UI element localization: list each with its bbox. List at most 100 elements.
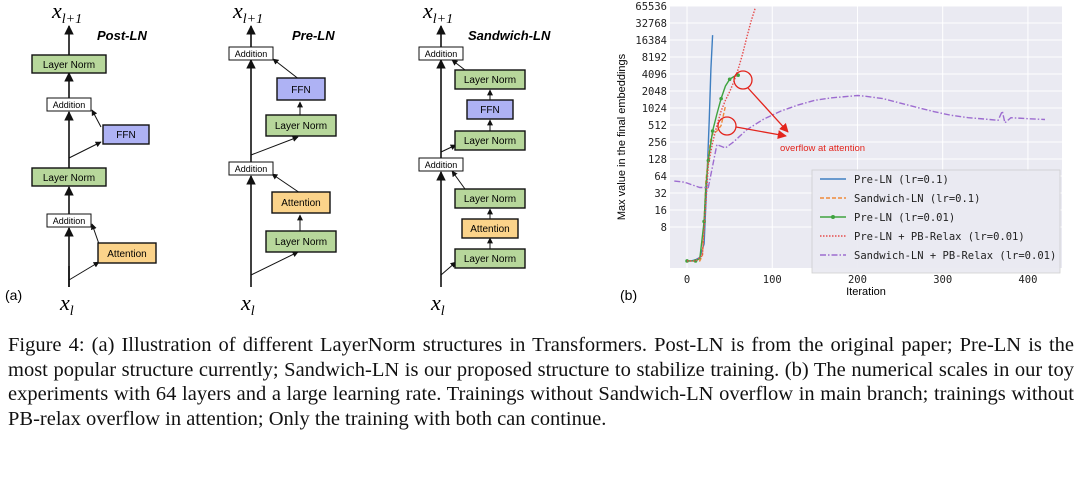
legend-label-0: Pre-LN (lr=0.1)	[854, 174, 949, 186]
y-tick-label: 4096	[642, 69, 667, 81]
svg-text:Layer Norm: Layer Norm	[43, 173, 95, 184]
x-tick-label: 300	[933, 274, 952, 286]
svg-text:Attention: Attention	[470, 224, 509, 235]
overflow-label: overflow at attention	[780, 143, 865, 154]
pre-ln-layer-norm-attention	[265, 230, 337, 253]
overflow-annotation: overflow at attention	[717, 70, 865, 154]
x-axis-label: Iteration	[846, 286, 886, 298]
x-tick-label: 100	[763, 274, 782, 286]
x-tick-label: 400	[1018, 274, 1037, 286]
series-point-2	[719, 96, 723, 101]
panel-a: (a) Post-LN xl+1 xl Layer Norm Addition …	[5, 0, 551, 319]
legend-label-2: Pre-LN (lr=0.01)	[854, 212, 955, 224]
sandwich-ln-output-label: xl+1	[422, 0, 453, 27]
sandwich-ln-title: Sandwich-LN	[468, 28, 551, 43]
y-tick-label: 128	[648, 154, 667, 166]
legend-label-4: Sandwich-LN + PB-Relax (lr=0.01)	[854, 250, 1056, 262]
svg-text:Attention: Attention	[107, 249, 146, 260]
svg-text:Layer Norm: Layer Norm	[464, 75, 516, 86]
x-tick-label: 200	[848, 274, 867, 286]
svg-text:Layer Norm: Layer Norm	[275, 237, 327, 248]
sandwich-ln-addition-top	[418, 46, 464, 61]
x-tick-label: 0	[684, 274, 690, 286]
svg-text:FFN: FFN	[116, 130, 135, 141]
post-ln-layer-norm-mid	[31, 167, 107, 187]
sandwich-ln-layer-norm-post-ffn	[454, 69, 526, 90]
post-ln-title: Post-LN	[97, 28, 147, 43]
sandwich-ln-layer-norm-pre-attention	[454, 248, 526, 269]
post-ln-attention	[97, 242, 157, 264]
y-tick-label: 65536	[635, 1, 667, 13]
y-tick-label: 64	[654, 171, 667, 183]
y-tick-label: 2048	[642, 86, 667, 98]
x-tick-labels: 0 100 200 300 400	[684, 274, 1038, 286]
plot-series	[674, 7, 1046, 263]
series-point-2	[736, 73, 740, 77]
pre-ln-addition-mid	[228, 161, 274, 176]
overflow-circle-lower	[717, 116, 737, 136]
y-tick-label: 256	[648, 137, 667, 149]
sandwich-ln-addition-mid	[418, 157, 464, 172]
post-ln-input-label: xl	[59, 290, 74, 319]
post-ln-diagram: Post-LN xl+1 xl Layer Norm Addition FFN …	[31, 0, 157, 319]
pre-ln-title: Pre-LN	[292, 28, 335, 43]
sandwich-ln-layer-norm-post-attention	[454, 188, 526, 209]
svg-text:Addition: Addition	[235, 49, 268, 59]
post-ln-addition-bottom	[46, 213, 92, 228]
svg-text:Layer Norm: Layer Norm	[464, 194, 516, 205]
svg-text:Layer Norm: Layer Norm	[464, 136, 516, 147]
svg-text:FFN: FFN	[291, 85, 310, 96]
pre-ln-input-label: xl	[240, 290, 255, 319]
svg-text:FFN: FFN	[480, 105, 499, 116]
pre-ln-diagram: Pre-LN xl+1 xl Addition FFN Layer Norm A…	[228, 0, 337, 319]
svg-text:Layer Norm: Layer Norm	[43, 60, 95, 71]
figure-caption: Figure 4: (a) Illustration of different …	[8, 334, 1074, 430]
pre-ln-output-label: xl+1	[232, 0, 263, 27]
legend-label-1: Sandwich-LN (lr=0.1)	[854, 193, 980, 205]
series-line-4	[674, 94, 1046, 189]
sandwich-ln-input-label: xl	[430, 290, 445, 319]
series-line-3	[687, 7, 756, 262]
pre-ln-layer-norm-ffn	[265, 114, 337, 137]
svg-text:Attention: Attention	[281, 198, 320, 209]
post-ln-output-label: xl+1	[51, 0, 82, 27]
pre-ln-addition-top	[228, 46, 274, 61]
y-tick-label: 8192	[642, 52, 667, 64]
y-tick-label: 1024	[642, 103, 667, 115]
series-point-2	[710, 129, 715, 133]
svg-text:Layer Norm: Layer Norm	[275, 121, 327, 132]
y-tick-label: 32768	[635, 18, 667, 30]
panel-b-label: (b)	[620, 287, 637, 303]
svg-text:Addition: Addition	[425, 49, 458, 59]
svg-text:Addition: Addition	[235, 164, 268, 174]
y-tick-label: 32	[654, 188, 667, 200]
legend-marker-2	[831, 215, 835, 219]
legend-label-3: Pre-LN + PB-Relax (lr=0.01)	[854, 231, 1025, 243]
y-tick-labels: 8 16 32 64 128 256 512 1024 2048 4096 8192 16384 327…	[635, 1, 667, 234]
series-point-2	[727, 77, 732, 82]
y-tick-label: 16384	[635, 35, 667, 47]
svg-text:Layer Norm: Layer Norm	[464, 254, 516, 265]
y-axis-label: Max value in the final embeddings	[616, 53, 628, 220]
svg-text:Addition: Addition	[53, 100, 86, 110]
sandwich-ln-attention	[461, 218, 519, 239]
overflow-circle-upper	[733, 70, 753, 90]
svg-text:Addition: Addition	[53, 216, 86, 226]
legend-box	[811, 169, 1061, 274]
legend: Pre-LN (lr=0.1) Sandwich-LN (lr=0.1) Pre-L…	[811, 169, 1061, 274]
post-ln-addition-top	[46, 97, 92, 112]
panel-a-label: (a)	[5, 287, 22, 303]
svg-text:Addition: Addition	[425, 160, 458, 170]
sandwich-ln-diagram: Sandwich-LN xl+1 xl Addition Layer Norm …	[418, 0, 551, 319]
post-ln-layer-norm-top	[31, 54, 107, 74]
sandwich-ln-layer-norm-pre-ffn	[454, 130, 526, 151]
y-tick-label: 8	[661, 222, 667, 234]
post-ln-ffn	[102, 124, 150, 145]
panel-b: (b) 8 16 32 64 128 256 512 1024 2048 4096 8192 1638…	[616, 1, 1062, 303]
sandwich-ln-ffn	[466, 99, 514, 120]
figure: (a) Post-LN xl+1 xl Layer Norm Addition …	[5, 0, 1062, 319]
pre-ln-ffn	[276, 77, 326, 101]
pre-ln-attention	[271, 191, 331, 214]
y-tick-label: 16	[654, 205, 667, 217]
y-tick-label: 512	[648, 120, 667, 132]
